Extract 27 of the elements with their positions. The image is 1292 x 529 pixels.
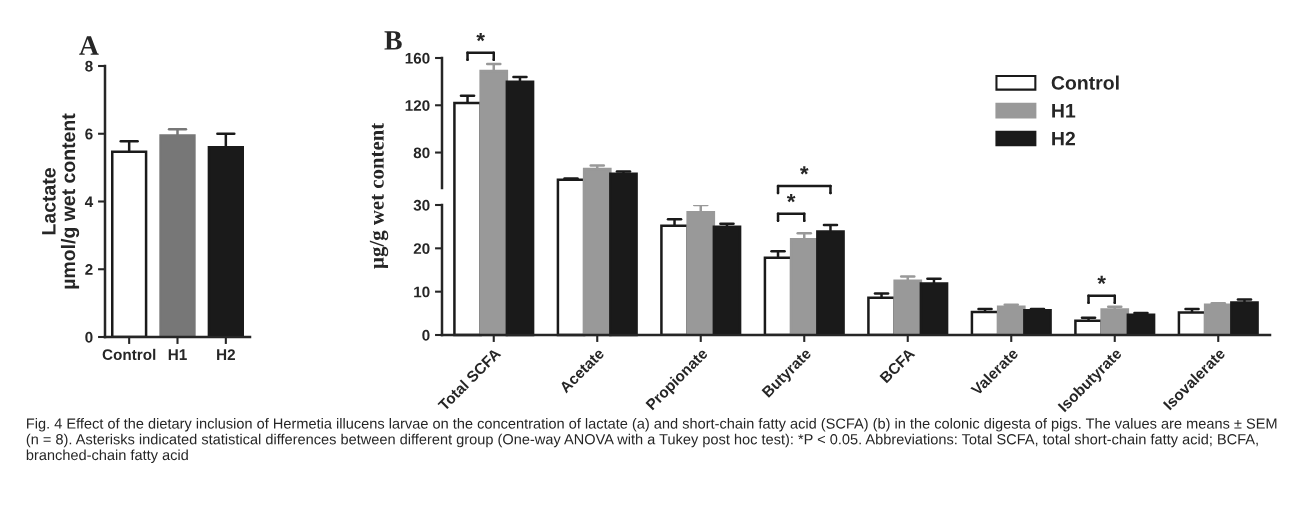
y-tick-label: 10 xyxy=(414,286,430,298)
y-axis-title: µg/g wet content xyxy=(369,122,389,269)
y-tick-label: 30 xyxy=(413,199,430,211)
x-tick-label: H2 xyxy=(217,349,235,360)
y-tick-label: 4 xyxy=(84,196,94,208)
x-tick-label: H1 xyxy=(168,349,187,360)
y-axis-title: Lactate µmol/g wet content xyxy=(42,113,80,289)
y-tick-label: 160 xyxy=(405,52,430,64)
chart-title: A xyxy=(79,36,99,55)
y-tick-label: 0 xyxy=(85,331,93,343)
y-tick-label: 0 xyxy=(422,329,430,341)
annotation: * xyxy=(476,32,485,42)
y-tick-label: 120 xyxy=(405,100,430,111)
y-tick-label: 6 xyxy=(85,128,93,140)
legend-label: H1 xyxy=(1052,104,1076,118)
annotation: * xyxy=(1097,275,1106,285)
legend-label: Control xyxy=(1051,75,1119,90)
legend-label: H2 xyxy=(1052,131,1075,146)
caption: Fig. 4 Effect of the dietary inclusion of Hermetia illucens larvae on the concentration of lactate (a) and short-chain fatty acid (SCFA) (b) in the colonic digesta of pigs. The values are means ± SEM (n = 8). Asterisks indicated statistical differences between different group (One-way ANOVA with a Tukey post hoc test): *P < 0.05. Abbreviations: Total SCFA, total short-chain fatty acid; BCFA, branched-chain fatty acid xyxy=(26,418,1277,464)
y-tick-label: 20 xyxy=(413,243,430,255)
y-tick-label: 8 xyxy=(85,60,93,72)
chart-title: B xyxy=(384,31,402,50)
y-tick-label: 2 xyxy=(85,264,93,275)
annotation: * xyxy=(786,193,796,203)
annotation: * xyxy=(799,166,809,175)
x-tick-label: Control xyxy=(102,348,156,361)
y-tick-label: 80 xyxy=(413,147,430,159)
